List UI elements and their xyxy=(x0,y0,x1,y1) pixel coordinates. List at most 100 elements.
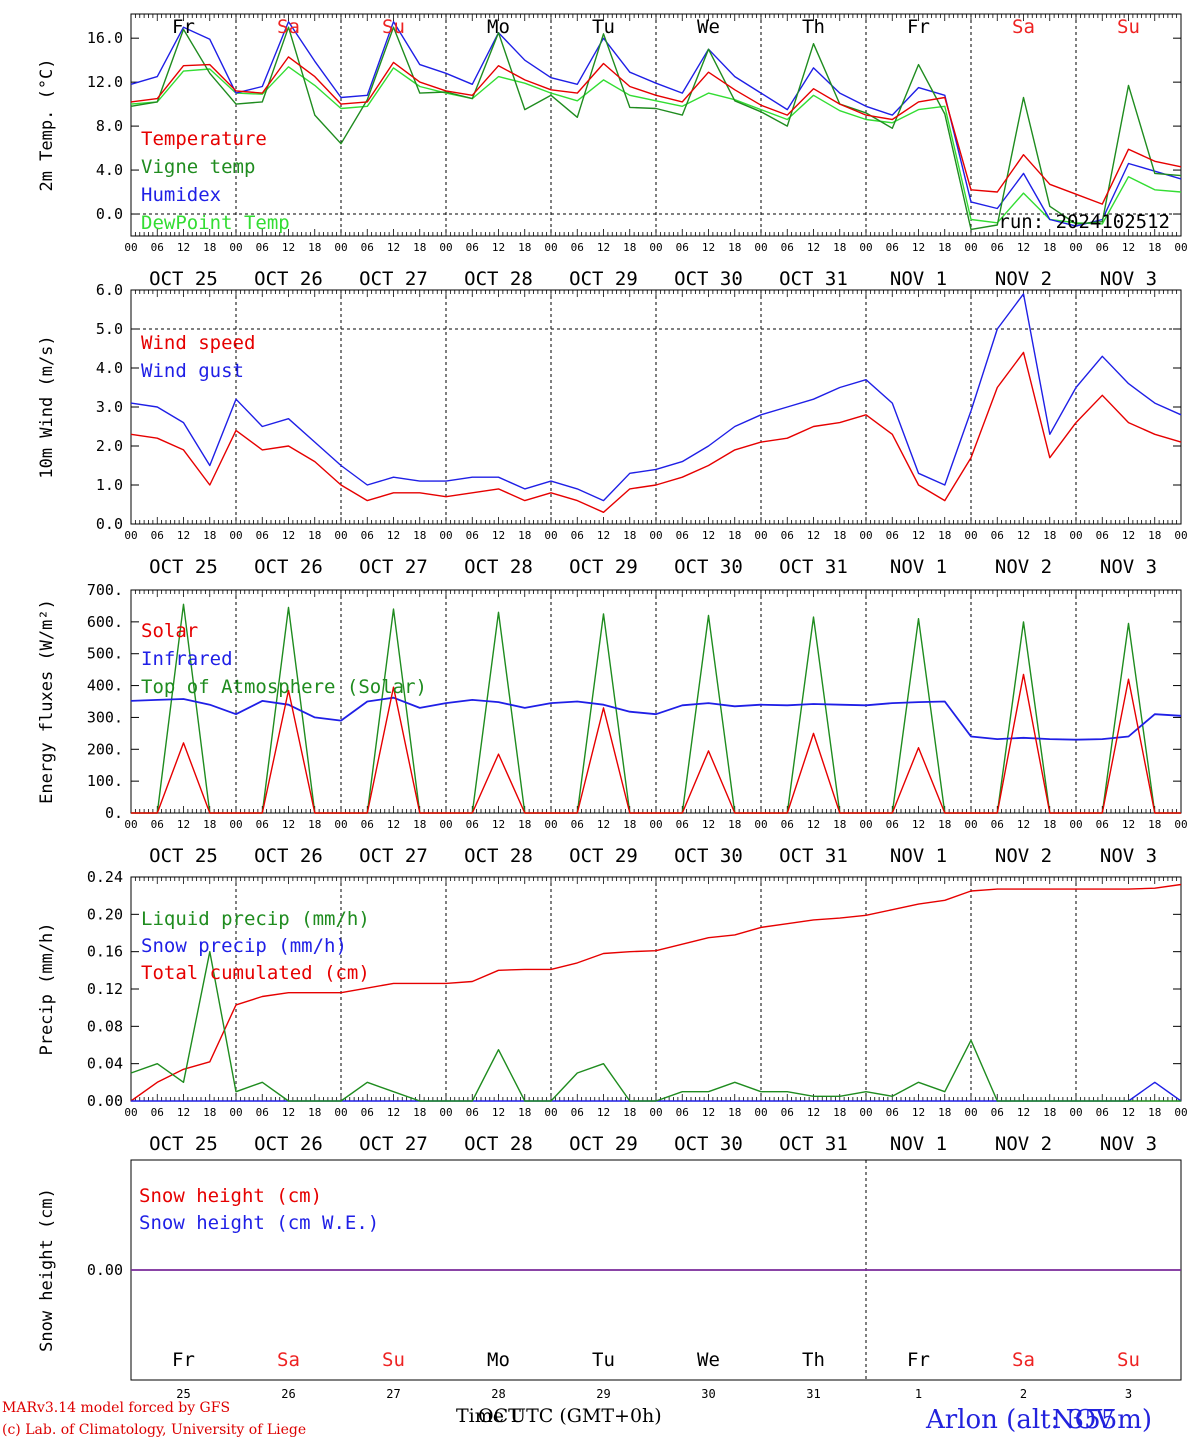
day-number: 27 xyxy=(386,1387,400,1401)
date-label: NOV 3 xyxy=(1100,556,1157,578)
date-label: NOV 1 xyxy=(890,1133,947,1155)
date-label: OCT 25 xyxy=(149,268,218,290)
y-tick-label: 200. xyxy=(87,740,123,758)
x-tick-label: 12 xyxy=(807,818,820,831)
x-tick-label: 00 xyxy=(859,241,872,254)
x-tick-label: 18 xyxy=(1043,1106,1056,1119)
x-tick-label: 00 xyxy=(124,241,137,254)
x-tick-label: 18 xyxy=(623,529,636,542)
x-tick-label: 12 xyxy=(807,1106,820,1119)
panel-temp: 00 06 12 18 00 06 12 18 00 06 12 18 00 06 12 18 00 06 12 18… xyxy=(37,13,1188,290)
x-tick-label: 06 xyxy=(676,1106,689,1119)
date-label: OCT 25 xyxy=(149,845,218,867)
x-tick-label: 00 xyxy=(649,529,662,542)
date-label: OCT 30 xyxy=(674,268,743,290)
y-axis-title: Precip (mm/h) xyxy=(37,922,57,1055)
x-tick-label: 00 xyxy=(754,529,767,542)
series-solar xyxy=(131,673,1181,814)
x-tick-label: 12 xyxy=(912,818,925,831)
x-tick-label: 12 xyxy=(282,529,295,542)
x-tick-label: 12 xyxy=(807,241,820,254)
legend-item: Snow precip (mm/h) xyxy=(141,935,347,957)
x-tick-label: 00 xyxy=(1174,818,1187,831)
x-tick-label: 00 xyxy=(964,241,977,254)
x-tick-label: 00 xyxy=(1069,241,1082,254)
x-tick-label: 00 xyxy=(334,1106,347,1119)
x-tick-label: 06 xyxy=(886,529,899,542)
x-tick-label: 12 xyxy=(1017,1106,1030,1119)
x-tick-label: 18 xyxy=(203,818,216,831)
legend-item: Vigne temp xyxy=(141,156,255,178)
x-tick-label: 18 xyxy=(623,1106,636,1119)
x-tick-label: 06 xyxy=(151,529,164,542)
y-axis-title: Snow height (cm) xyxy=(37,1188,57,1352)
x-axis-month-overlap: OCT xyxy=(478,1405,521,1427)
date-label: OCT 28 xyxy=(464,1133,533,1155)
x-tick-label: 06 xyxy=(991,529,1004,542)
legend-item: Snow height (cm W.E.) xyxy=(139,1212,379,1234)
x-tick-label: 12 xyxy=(387,529,400,542)
y-axis-title: Energy fluxes (W/m²) xyxy=(37,599,57,804)
x-tick-label: 06 xyxy=(571,529,584,542)
date-label: NOV 1 xyxy=(890,556,947,578)
day-abbr: Tu xyxy=(592,16,615,38)
x-tick-label: 18 xyxy=(623,241,636,254)
day-number: 30 xyxy=(701,1387,715,1401)
x-tick-label: 00 xyxy=(334,529,347,542)
x-tick-label: 06 xyxy=(256,529,269,542)
y-tick-label: 0. xyxy=(105,804,123,822)
x-tick-label: 06 xyxy=(361,529,374,542)
date-label: OCT 27 xyxy=(359,845,428,867)
legend-item: Temperature xyxy=(141,128,267,150)
panel-snow: 0.00 Snow height (cm) Snow height (cm) Snow… xyxy=(37,1159,1182,1401)
x-tick-label: 06 xyxy=(781,241,794,254)
x-tick-label: 18 xyxy=(938,1106,951,1119)
x-tick-label: 06 xyxy=(991,241,1004,254)
date-label: OCT 26 xyxy=(254,1133,323,1155)
date-label: OCT 25 xyxy=(149,556,218,578)
y-tick-label: 0.08 xyxy=(87,1017,123,1035)
x-tick-label: 00 xyxy=(964,1106,977,1119)
x-tick-label: 06 xyxy=(466,1106,479,1119)
x-tick-label: 00 xyxy=(1069,529,1082,542)
day-abbr-bottom: Fr xyxy=(907,1349,930,1371)
date-label: OCT 26 xyxy=(254,556,323,578)
x-tick-label: 00 xyxy=(649,818,662,831)
y-tick-label: 4.0 xyxy=(96,359,123,377)
day-abbr-bottom: Th xyxy=(802,1349,825,1371)
x-tick-label: 12 xyxy=(177,1106,190,1119)
x-tick-label: 06 xyxy=(991,1106,1004,1119)
x-tick-label: 00 xyxy=(544,529,557,542)
x-tick-label: 18 xyxy=(833,1106,846,1119)
day-abbr: Mo xyxy=(487,16,510,38)
x-tick-label: 18 xyxy=(728,818,741,831)
x-tick-label: 12 xyxy=(597,818,610,831)
day-abbr: Th xyxy=(802,16,825,38)
x-tick-label: 18 xyxy=(728,1106,741,1119)
date-label: OCT 26 xyxy=(254,268,323,290)
x-tick-label: 06 xyxy=(256,241,269,254)
day-number: 25 xyxy=(176,1387,190,1401)
y-tick-label: 6.0 xyxy=(96,281,123,299)
x-tick-label: 00 xyxy=(1174,529,1187,542)
x-tick-label: 06 xyxy=(151,818,164,831)
x-tick-label: 06 xyxy=(151,1106,164,1119)
run-label: run: 2024102512 xyxy=(998,211,1170,233)
x-tick-label: 06 xyxy=(571,818,584,831)
x-tick-label: 18 xyxy=(1148,1106,1161,1119)
x-tick-label: 12 xyxy=(912,241,925,254)
panel-wind: 00 06 12 18 00 06 12 18 00 06 12 18 00 06 12 18 00 06 12 18… xyxy=(37,281,1188,578)
legend-item: Wind gust xyxy=(141,360,244,382)
date-label: OCT 31 xyxy=(779,268,848,290)
x-tick-label: 18 xyxy=(833,529,846,542)
date-label: OCT 30 xyxy=(674,1133,743,1155)
x-tick-label: 00 xyxy=(1069,1106,1082,1119)
x-tick-label: 00 xyxy=(1069,818,1082,831)
y-tick-label: 2.0 xyxy=(96,437,123,455)
y-tick-label: 700. xyxy=(87,581,123,599)
x-tick-label: 12 xyxy=(807,529,820,542)
y-tick-label: 0.04 xyxy=(87,1055,123,1073)
x-tick-label: 18 xyxy=(308,241,321,254)
x-tick-label: 00 xyxy=(754,818,767,831)
x-tick-label: 18 xyxy=(308,818,321,831)
